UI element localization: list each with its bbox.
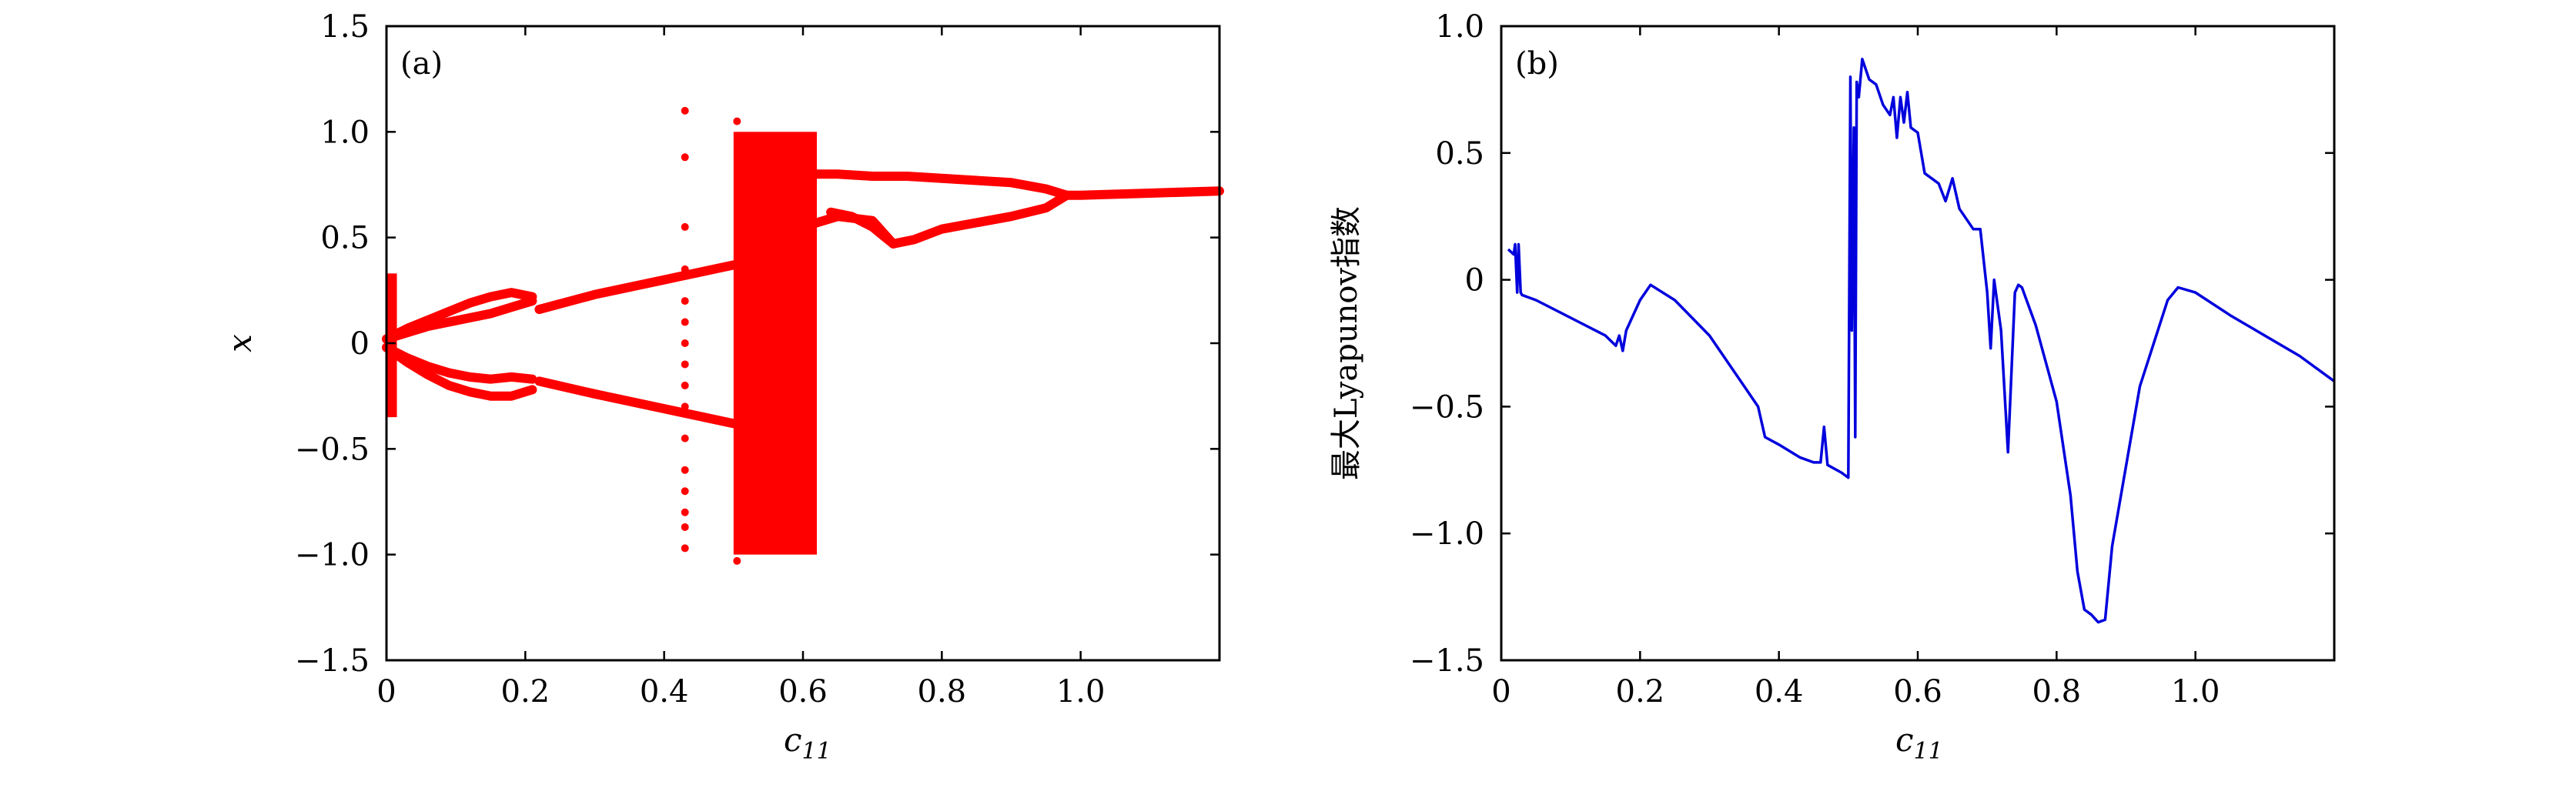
panel-a-point — [681, 523, 689, 531]
panel-a-point — [681, 297, 689, 305]
panel-a-ytick-label: −1.0 — [295, 538, 370, 573]
panel-b-ytick-label: 0 — [1465, 263, 1484, 299]
panel-a-point — [681, 107, 689, 115]
panel-a-xlabel: c11 — [784, 721, 831, 765]
panel-b-xtick-label: 0.6 — [1893, 674, 1942, 710]
panel-a-ytick-label: −1.5 — [295, 643, 370, 679]
panel-b: 0 0.2 0.4 0.6 0.8 1.01.00.50−0.5−1.0−1.5 (b) … — [1329, 9, 2334, 765]
panel-a-point — [681, 223, 689, 231]
panel-a-ytick-label: 1.5 — [320, 9, 370, 45]
panel-a-point — [681, 435, 689, 442]
panel-a-xtick-label: 0.4 — [640, 674, 689, 710]
panel-a-ytick-label: 0.5 — [320, 221, 370, 256]
panel-b-ytick-label: 1.0 — [1435, 9, 1484, 45]
panel-a-branch — [539, 381, 733, 423]
panel-a-point — [681, 339, 689, 347]
panel-a-point — [681, 265, 689, 273]
panel-a-point — [681, 466, 689, 474]
panel-a-branch — [539, 265, 733, 309]
panel-b-ytick-label: −0.5 — [1410, 389, 1484, 425]
panel-b-xtick-label: 0.4 — [1755, 674, 1804, 710]
panel-a-point — [681, 544, 689, 552]
panel-a-xtick-label: 0.6 — [778, 674, 828, 710]
panel-a-label: (a) — [400, 46, 443, 82]
panel-b-ticks: 0 0.2 0.4 0.6 0.8 1.0 1.0 0.5 0 −0.5 −1.0 −1.5 — [1410, 9, 2334, 710]
panel-a-point — [681, 153, 689, 161]
panel-b-xtick-label: 1.0 — [2171, 674, 2220, 710]
panel-a-point — [681, 509, 689, 516]
panel-a-ylabel: x — [221, 334, 259, 352]
panel-b-xlabel: c11 — [1895, 721, 1943, 765]
panel-b-ytick-label: −1.0 — [1410, 516, 1484, 552]
panel-a-point — [681, 487, 689, 495]
panel-a-marks — [386, 107, 1219, 565]
panel-a-point — [733, 557, 741, 565]
panel-b-series-line — [1508, 59, 2334, 623]
panel-b-xtick-label: 0.8 — [2032, 674, 2082, 710]
panel-b-axes-frame — [1501, 26, 2334, 660]
panel-b-xtick-label: 0.2 — [1616, 674, 1665, 710]
panel-a-ytick-label: 1.0 — [320, 115, 370, 150]
panel-b-xlabel-sub: 11 — [1914, 738, 1943, 765]
panel-a: 0 0.2 0.4 0.6 0.8 1.0 1.5 1.0 0.5 0 −0.5 −1.0 −1.5 (… — [221, 9, 1219, 765]
panel-a-xtick-label: 0.2 — [501, 674, 550, 710]
panel-a-point — [681, 360, 689, 368]
panel-a-ytick-label: 0 — [350, 326, 370, 362]
panel-a-xlabel-main: c — [784, 721, 802, 759]
panel-b-xtick-label: 0 — [1491, 674, 1510, 710]
panel-a-point — [681, 382, 689, 389]
panel-b-ytick-label: −1.5 — [1410, 643, 1484, 679]
panel-b-ylabel: 最大Lyapunov指数 — [1329, 206, 1364, 480]
panel-b-marks — [1508, 59, 2334, 623]
panel-a-chaotic-band — [734, 132, 817, 554]
panel-a-branch — [803, 174, 1219, 195]
panel-a-xtick-label: 0 — [376, 674, 396, 710]
panel-b-ytick-label: 0.5 — [1435, 136, 1484, 172]
panel-b-xlabel-main: c — [1895, 721, 1914, 759]
panel-a-point — [681, 319, 689, 326]
panel-a-xtick-label: 1.0 — [1056, 674, 1106, 710]
panel-a-xlabel-sub: 11 — [802, 738, 831, 765]
panel-a-point — [733, 118, 741, 125]
panel-a-branch — [803, 195, 1067, 244]
panel-a-ytick-label: −0.5 — [295, 432, 370, 467]
panel-a-xtick-label: 0.8 — [918, 674, 967, 710]
panel-a-point — [681, 402, 689, 410]
panel-b-label: (b) — [1515, 46, 1559, 82]
